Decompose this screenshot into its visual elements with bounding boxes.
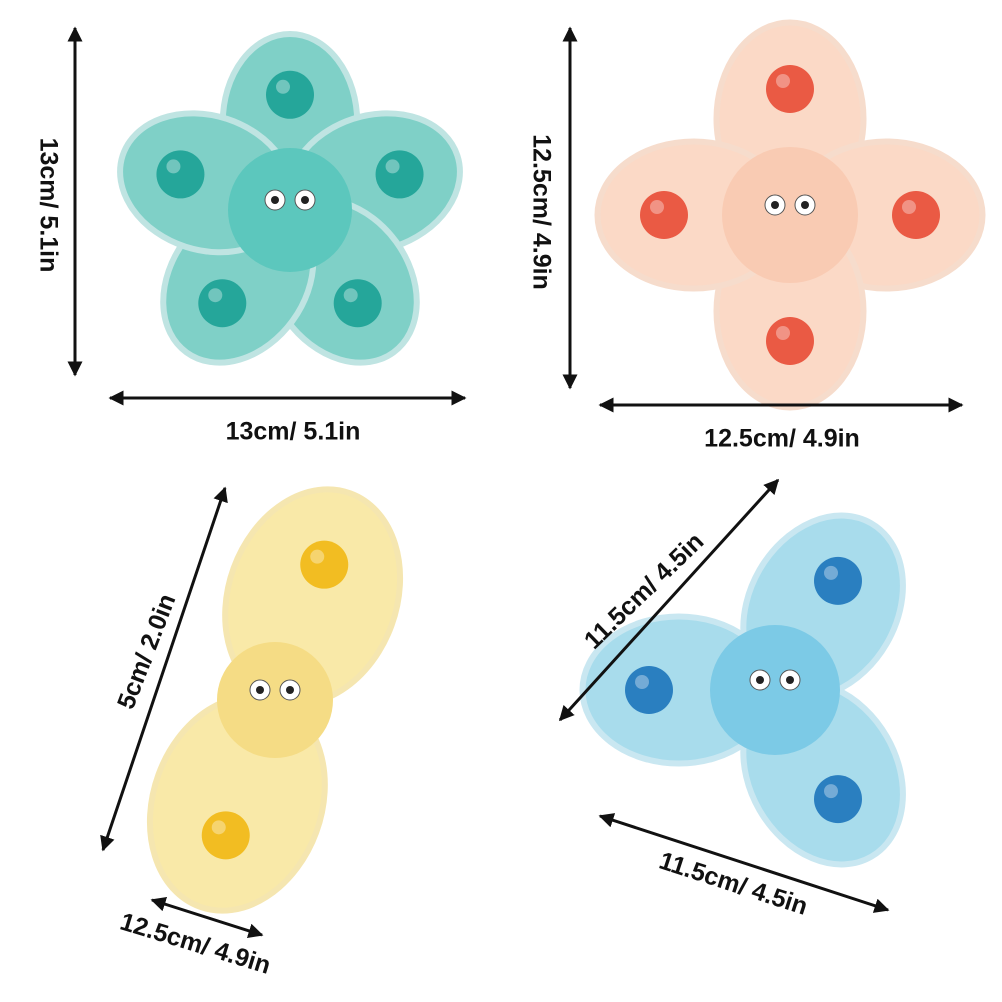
toy-body bbox=[722, 147, 858, 283]
toy-body bbox=[228, 148, 352, 272]
toy-body bbox=[710, 625, 840, 755]
button-shine bbox=[902, 200, 916, 214]
height-label: 12.5cm/ 4.9in bbox=[527, 134, 555, 290]
pupil bbox=[271, 196, 279, 204]
pupil bbox=[756, 676, 764, 684]
width-label: 12.5cm/ 4.9in bbox=[704, 425, 860, 453]
button-shine bbox=[385, 159, 400, 174]
button-shine bbox=[650, 200, 664, 214]
pupil bbox=[301, 196, 309, 204]
width-label: 12.5cm/ 4.9in bbox=[117, 908, 274, 980]
dimension-arrow bbox=[150, 896, 264, 939]
button bbox=[333, 279, 382, 328]
button bbox=[156, 150, 205, 199]
width-label: 13cm/ 5.1in bbox=[226, 418, 361, 446]
toy-body bbox=[217, 642, 333, 758]
button bbox=[640, 191, 688, 239]
button bbox=[201, 811, 250, 860]
button-shine bbox=[310, 549, 325, 564]
button-shine bbox=[211, 820, 226, 835]
button-shine bbox=[776, 326, 790, 340]
button-shine bbox=[824, 565, 838, 580]
button-shine bbox=[276, 79, 290, 94]
button-shine bbox=[776, 74, 790, 88]
button bbox=[814, 556, 862, 605]
dimension-arrow bbox=[558, 478, 780, 722]
button bbox=[625, 666, 673, 714]
pupil bbox=[771, 201, 779, 209]
button bbox=[814, 775, 862, 824]
button bbox=[766, 65, 814, 113]
height-label: 13cm/ 5.1in bbox=[34, 138, 62, 273]
pupil bbox=[801, 201, 809, 209]
dimension-arrow bbox=[598, 813, 890, 913]
button-shine bbox=[824, 784, 838, 799]
button bbox=[766, 317, 814, 365]
dimension-arrow bbox=[100, 486, 228, 852]
button-shine bbox=[208, 288, 223, 303]
button bbox=[266, 70, 314, 119]
button bbox=[198, 279, 247, 328]
button-shine bbox=[166, 159, 181, 174]
pupil bbox=[786, 676, 794, 684]
button-shine bbox=[635, 675, 649, 689]
button bbox=[300, 540, 349, 589]
button-shine bbox=[343, 288, 358, 303]
button bbox=[375, 150, 424, 199]
button bbox=[892, 191, 940, 239]
width-label: 11.5cm/ 4.5in bbox=[656, 847, 811, 921]
pupil bbox=[256, 686, 264, 694]
pupil bbox=[286, 686, 294, 694]
